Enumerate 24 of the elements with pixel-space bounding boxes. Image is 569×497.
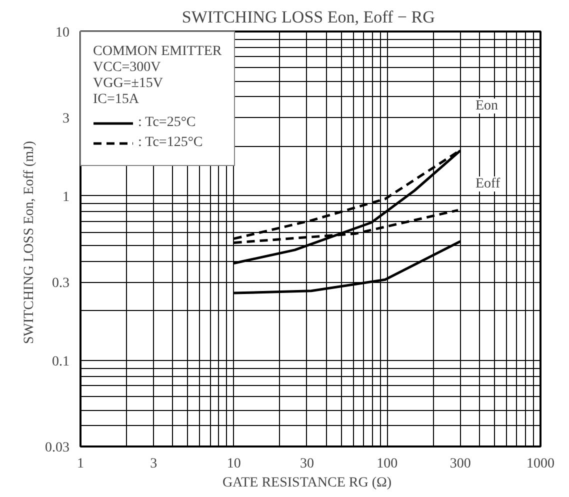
legend-label: : Tc=25°C: [138, 115, 196, 131]
y-tick-label: 0.03: [45, 440, 70, 456]
x-tick-label: 1: [77, 456, 84, 472]
x-axis-title: GATE RESISTANCE RG (Ω): [222, 476, 392, 490]
y-tick-label: 0.3: [52, 276, 70, 292]
x-tick-label: 1000: [526, 456, 554, 472]
y-tick-label: 1: [62, 190, 70, 205]
annotation: VGG=±15V: [93, 76, 164, 91]
x-tick-label: 30: [300, 456, 314, 472]
annotation: IC=15A: [93, 92, 140, 107]
x-tick-label: 300: [450, 456, 471, 472]
legend-label: : Tc=125°C: [138, 135, 203, 151]
y-tick-label: 3: [62, 112, 70, 127]
annotation: Eoff: [476, 176, 500, 192]
y-axis-title: SWITCHING LOSS Eon, Eoff (mJ): [22, 140, 37, 344]
x-tick-label: 100: [376, 456, 398, 472]
annotation: VCC=300V: [93, 60, 161, 75]
x-tick-label: 10: [226, 456, 241, 472]
annotation: COMMON EMITTER: [93, 44, 222, 59]
chart-title: SWITCHING LOSS Eon, Eoff − RG: [182, 8, 435, 26]
annotation: Eon: [476, 98, 498, 114]
y-tick-label: 10: [56, 26, 70, 40]
x-tick-label: 3: [150, 456, 158, 472]
y-tick-label: 0.1: [52, 354, 70, 370]
